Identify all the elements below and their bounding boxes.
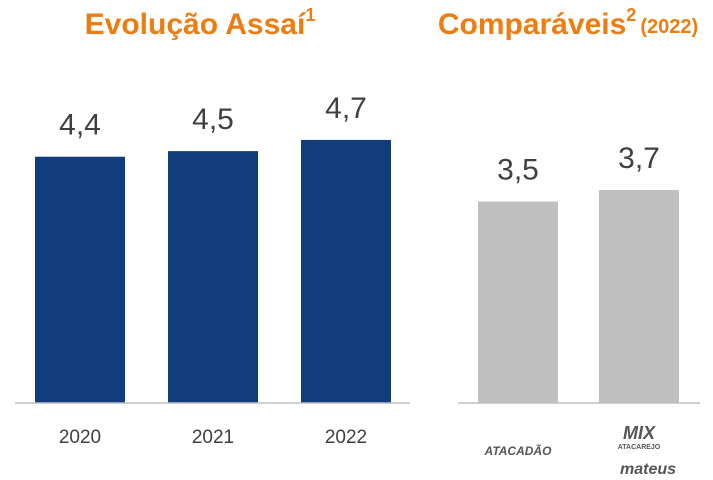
- title-note: 2: [626, 5, 636, 25]
- category-logo: ATACADÃO: [484, 443, 553, 458]
- bar: [168, 151, 258, 403]
- chart-title: Evolução Assaí1: [85, 5, 316, 41]
- data-label: 4,7: [325, 92, 367, 125]
- data-label: 4,4: [59, 109, 101, 142]
- data-label: 4,5: [192, 103, 234, 136]
- subtitle: (2022): [640, 16, 698, 38]
- title-note: 1: [305, 5, 315, 25]
- data-label: 3,5: [497, 153, 539, 186]
- chart-title: Comparáveis2(2022): [438, 5, 698, 41]
- x-tick-label: 2022: [325, 427, 367, 448]
- x-tick-label: 2020: [59, 427, 101, 448]
- bar: [478, 201, 558, 403]
- category-logo: MIX: [623, 423, 656, 443]
- title-text: Evolução Assaí: [85, 8, 307, 41]
- category-logo-sub: ATACAREJO: [618, 444, 661, 451]
- bar: [301, 139, 391, 404]
- title-text: Comparáveis: [438, 8, 626, 41]
- x-tick-label: 2021: [192, 427, 234, 448]
- bar: [35, 156, 125, 403]
- bar: [599, 189, 679, 403]
- data-label: 3,7: [618, 142, 660, 175]
- brand-logo: mateus: [620, 461, 676, 478]
